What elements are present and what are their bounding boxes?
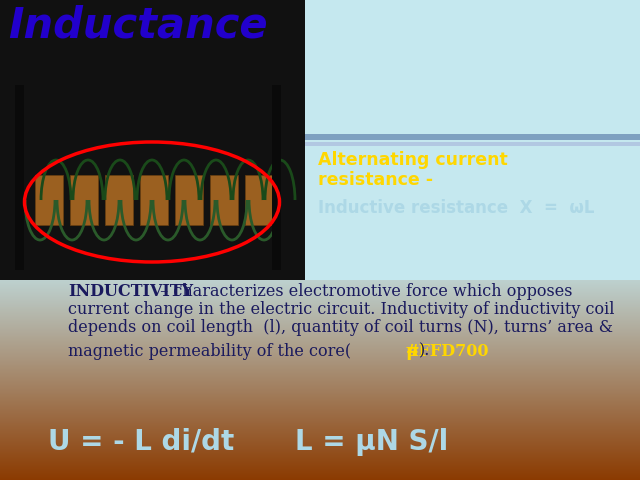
Text: ).: ).	[419, 343, 430, 360]
Text: Inductance: Inductance	[8, 4, 268, 46]
Bar	[70, 175, 98, 225]
Bar	[305, 0, 640, 280]
Text: L = μN S/l: L = μN S/l	[295, 428, 448, 456]
Text: Alternating current: Alternating current	[318, 151, 508, 169]
Bar	[105, 175, 133, 225]
Bar	[15, 85, 24, 270]
Bar	[35, 175, 63, 225]
Bar	[305, 134, 640, 140]
Text: resistance -: resistance -	[318, 171, 433, 189]
Text: Inductive resistance  X  =  ωL: Inductive resistance X = ωL	[318, 199, 595, 217]
Bar	[245, 175, 273, 225]
Text: INDUCTIVITY: INDUCTIVITY	[68, 284, 193, 300]
Text: current change in the electric circuit. Inductivity of inductivity coil: current change in the electric circuit. …	[68, 301, 614, 319]
Text: magnetic permeability of the core(: magnetic permeability of the core(	[68, 343, 351, 360]
Bar	[175, 175, 203, 225]
Bar	[272, 85, 281, 270]
Bar	[305, 142, 640, 146]
Text: U = - L di/dt: U = - L di/dt	[48, 428, 234, 456]
Text: depends on coil length  (l), quantity of coil turns (N), turns’ area &: depends on coil length (l), quantity of …	[68, 320, 613, 336]
Bar	[210, 175, 238, 225]
Bar	[140, 175, 168, 225]
Text: μ: μ	[406, 343, 419, 360]
Bar	[0, 0, 305, 280]
Text: – characterizes electromotive force which opposes: – characterizes electromotive force whic…	[155, 284, 573, 300]
Text: #FFD700: #FFD700	[406, 343, 490, 360]
